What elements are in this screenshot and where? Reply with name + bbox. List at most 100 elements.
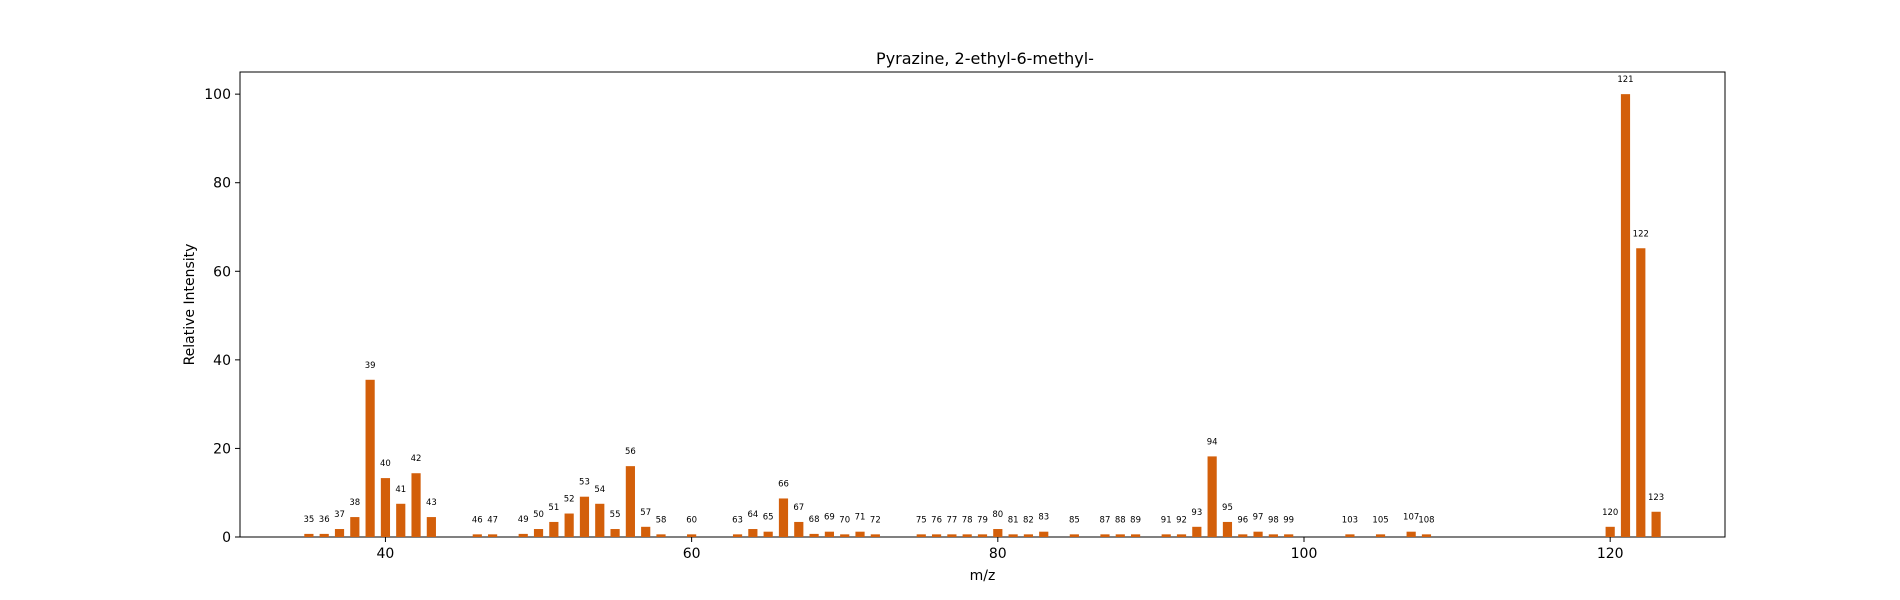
bar-mz-46 xyxy=(472,534,482,537)
bar-mz-80 xyxy=(993,529,1003,537)
bar-label-mz-95: 95 xyxy=(1222,503,1233,513)
bar-label-mz-105: 105 xyxy=(1372,515,1388,525)
bar-label-mz-87: 87 xyxy=(1100,515,1111,525)
bar-label-mz-78: 78 xyxy=(962,515,973,525)
bar-mz-75 xyxy=(916,534,926,537)
bar-mz-77 xyxy=(947,534,957,537)
chart-title: Pyrazine, 2-ethyl-6-methyl- xyxy=(876,49,1094,68)
bar-label-mz-108: 108 xyxy=(1418,515,1434,525)
bar-label-mz-98: 98 xyxy=(1268,515,1279,525)
bar-label-mz-81: 81 xyxy=(1008,515,1019,525)
bar-mz-123 xyxy=(1651,511,1661,537)
bar-mz-76 xyxy=(931,534,942,537)
bar-label-mz-56: 56 xyxy=(625,447,636,457)
bar-mz-55 xyxy=(610,529,620,537)
bar-mz-108 xyxy=(1421,534,1432,537)
bar-mz-121 xyxy=(1620,94,1631,538)
y-tick-label: 80 xyxy=(213,176,231,192)
bar-mz-88 xyxy=(1115,534,1125,537)
bar-label-mz-89: 89 xyxy=(1130,515,1141,525)
bar-mz-35 xyxy=(304,533,314,537)
bar-label-mz-38: 38 xyxy=(349,498,360,508)
x-tick-label: 100 xyxy=(1291,546,1318,562)
bar-label-mz-64: 64 xyxy=(747,510,758,520)
bar-label-mz-120: 120 xyxy=(1602,508,1618,518)
bar-mz-91 xyxy=(1161,534,1171,537)
bar-label-mz-91: 91 xyxy=(1161,515,1172,525)
bar-mz-54 xyxy=(595,503,605,537)
bar-mz-72 xyxy=(870,534,880,537)
bar-mz-85 xyxy=(1069,534,1079,537)
bar-label-mz-65: 65 xyxy=(763,513,774,523)
bar-mz-89 xyxy=(1131,534,1141,537)
bar-label-mz-85: 85 xyxy=(1069,515,1080,525)
bar-label-mz-77: 77 xyxy=(946,515,957,525)
x-axis: 40 60 80 100 120 xyxy=(377,537,1624,562)
bar-label-mz-37: 37 xyxy=(334,510,345,520)
bar-label-mz-68: 68 xyxy=(809,515,820,525)
bar-mz-97 xyxy=(1253,531,1263,537)
bar-label-mz-122: 122 xyxy=(1633,229,1649,239)
bar-label-mz-66: 66 xyxy=(778,479,789,489)
bar-label-mz-82: 82 xyxy=(1023,515,1034,525)
bar-label-mz-75: 75 xyxy=(916,515,927,525)
bar-label-mz-99: 99 xyxy=(1283,515,1294,525)
bar-mz-60 xyxy=(687,534,697,537)
bar-label-mz-92: 92 xyxy=(1176,515,1187,525)
y-axis: 0 20 40 60 80 100 xyxy=(204,87,240,546)
bar-mz-52 xyxy=(564,513,574,537)
bar-mz-43 xyxy=(426,517,436,537)
bar-mz-94 xyxy=(1207,456,1217,537)
bar-mz-68 xyxy=(809,533,819,537)
x-tick-label: 60 xyxy=(683,546,701,562)
bar-mz-122 xyxy=(1636,248,1646,537)
bar-label-mz-58: 58 xyxy=(656,515,667,525)
bar-mz-95 xyxy=(1222,521,1233,537)
bar-label-mz-83: 83 xyxy=(1038,513,1049,523)
bar-label-mz-50: 50 xyxy=(533,510,544,520)
bar-mz-105 xyxy=(1375,534,1386,537)
bar-mz-36 xyxy=(319,533,329,537)
bar-mz-79 xyxy=(977,534,988,537)
bar-label-mz-103: 103 xyxy=(1342,515,1358,525)
bar-label-mz-49: 49 xyxy=(518,515,529,525)
bar-mz-93 xyxy=(1192,526,1202,537)
bar-label-mz-107: 107 xyxy=(1403,513,1419,523)
bar-mz-87 xyxy=(1100,534,1110,537)
bar-mz-51 xyxy=(549,521,559,537)
bar-label-mz-72: 72 xyxy=(870,515,881,525)
bar-mz-82 xyxy=(1023,534,1034,537)
bar-mz-99 xyxy=(1284,534,1294,537)
bar-label-mz-54: 54 xyxy=(594,485,605,495)
bar-label-mz-80: 80 xyxy=(992,510,1003,520)
bar-labels-layer: 35 36 37 38 39 40 41 42 43 46 47 49 50 51 52 53 54 55 56 57… xyxy=(303,75,1664,525)
bar-mz-39 xyxy=(365,379,375,537)
bar-mz-49 xyxy=(518,533,528,537)
bar-mz-38 xyxy=(350,517,360,537)
bar-label-mz-52: 52 xyxy=(564,495,575,505)
bar-label-mz-96: 96 xyxy=(1237,515,1248,525)
bar-label-mz-43: 43 xyxy=(426,498,437,508)
bar-mz-65 xyxy=(763,531,773,537)
bar-mz-50 xyxy=(533,529,544,537)
bar-label-mz-46: 46 xyxy=(472,515,483,525)
bar-mz-64 xyxy=(748,529,758,537)
y-tick-label: 0 xyxy=(222,530,231,546)
bar-label-mz-93: 93 xyxy=(1191,508,1202,518)
bar-label-mz-123: 123 xyxy=(1648,493,1664,503)
bar-mz-81 xyxy=(1008,534,1018,537)
bar-mz-41 xyxy=(396,503,406,537)
bar-label-mz-70: 70 xyxy=(839,515,850,525)
bar-label-mz-36: 36 xyxy=(319,515,330,525)
bar-mz-56 xyxy=(625,466,635,537)
y-axis-label: Relative Intensity xyxy=(182,244,198,366)
bar-label-mz-67: 67 xyxy=(793,503,804,513)
bar-mz-98 xyxy=(1268,534,1278,537)
bar-mz-37 xyxy=(334,529,345,537)
bars-layer xyxy=(304,94,1661,538)
bar-mz-66 xyxy=(778,498,789,537)
bar-label-mz-51: 51 xyxy=(548,503,559,513)
bar-mz-83 xyxy=(1039,531,1049,537)
bar-label-mz-53: 53 xyxy=(579,478,590,488)
bar-mz-107 xyxy=(1406,531,1416,537)
